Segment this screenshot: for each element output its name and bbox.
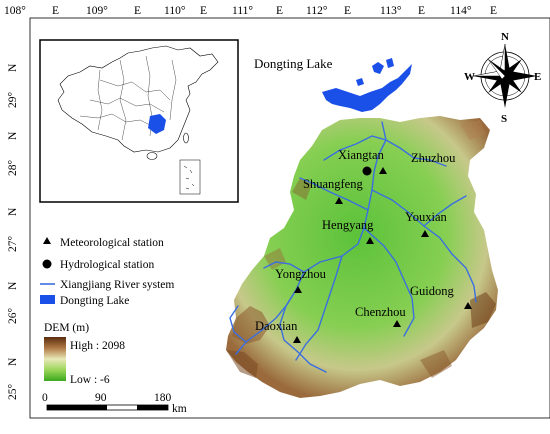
longitude-ticks: 108° E 109° E 110° E 111° E 112° E 113° … xyxy=(4,5,497,17)
legend-meteorological-label: Meteorological station xyxy=(60,237,164,249)
station-daoxian-label: Daoxian xyxy=(255,319,298,333)
legend-meteorological: Meteorological station xyxy=(43,237,164,249)
lat-tick-29-dir: N xyxy=(7,63,19,72)
dem-low-label: Low : -6 xyxy=(70,374,110,386)
lon-tick-110: 110° E xyxy=(164,5,207,17)
dongting-lake-shape xyxy=(322,64,412,112)
lon-tick-114-deg: 114° xyxy=(450,5,472,17)
legend-lake-label: Dongting Lake xyxy=(60,295,129,307)
lon-tick-112-dir: E xyxy=(344,5,351,17)
station-chenzhou-marker xyxy=(393,320,401,327)
lat-tick-27-deg: 27° xyxy=(7,236,19,253)
scale-label-0: 0 xyxy=(42,392,48,404)
lon-tick-111-deg: 111° xyxy=(232,5,253,17)
legend-circle-icon xyxy=(42,259,52,269)
latitude-ticks: 29° N 28° N 27° N 26° N 25° N xyxy=(7,63,19,400)
legend-river-label: Xiangjiang River system xyxy=(60,279,174,291)
station-yongzhou-marker xyxy=(294,286,302,293)
legend-hydrological-label: Hydrological station xyxy=(60,259,154,271)
lat-tick-25-dir: N xyxy=(7,357,19,366)
hunan-highlight xyxy=(148,114,166,134)
lon-tick-113-dir: E xyxy=(418,5,425,17)
station-xiangtan-label: Xiangtan xyxy=(338,148,385,162)
lon-tick-111-dir: E xyxy=(276,5,283,17)
compass-rose: N S E W xyxy=(464,31,541,125)
lat-tick-26-deg: 26° xyxy=(7,308,19,325)
dem-title: DEM (m) xyxy=(44,322,89,334)
lat-tick-29-deg: 29° xyxy=(7,92,19,109)
lon-tick-111: 111° E xyxy=(232,5,283,17)
legend-river: Xiangjiang River system xyxy=(40,279,174,291)
station-youxian-label: Youxian xyxy=(405,210,448,224)
scale-label-180: 180 xyxy=(154,392,172,404)
hainan-island xyxy=(146,152,158,160)
lat-tick-28-dir: N xyxy=(7,131,19,140)
compass-e: E xyxy=(534,71,541,83)
station-daoxian-marker xyxy=(293,336,301,343)
station-hengyang-marker xyxy=(366,237,374,244)
station-hengyang-label: Hengyang xyxy=(322,218,374,232)
station-shuangfeng-marker xyxy=(335,197,343,204)
legend-lake-swatch xyxy=(40,295,55,304)
dongting-lake-label: Dongting Lake xyxy=(254,56,333,71)
scale-label-90: 90 xyxy=(95,392,107,404)
lon-tick-110-dir: E xyxy=(200,5,207,17)
legend-lake: Dongting Lake xyxy=(40,295,129,307)
lon-tick-110-deg: 110° xyxy=(164,5,186,17)
river-system xyxy=(229,121,477,373)
scale-bar: 0 90 180 km xyxy=(42,392,187,415)
legend-triangle-icon xyxy=(43,237,51,244)
dem-high-label: High : 2098 xyxy=(70,340,125,352)
station-chenzhou-label: Chenzhou xyxy=(355,305,406,319)
map-frame xyxy=(29,17,550,419)
china-inset xyxy=(39,39,239,203)
lon-tick-113: 113° E xyxy=(380,5,425,17)
station-xiangtan-marker xyxy=(362,166,372,176)
compass-n: N xyxy=(501,31,509,43)
station-youxian-marker xyxy=(421,230,429,237)
station-yongzhou-label: Yongzhou xyxy=(275,267,327,281)
station-guidong-label: Guidong xyxy=(410,284,455,298)
station-guidong-marker xyxy=(464,302,472,309)
lon-tick-112: 112° E xyxy=(306,5,351,17)
stations: Zhuzhou Shuangfeng Hengyang Youxian Yong… xyxy=(255,148,472,343)
station-zhuzhou-label: Zhuzhou xyxy=(411,151,456,165)
lon-tick-108: 108° E xyxy=(4,5,59,17)
taiwan-island xyxy=(183,132,189,144)
dem-color-ramp xyxy=(44,337,66,381)
lon-tick-114-dir: E xyxy=(490,5,497,17)
lon-tick-109-dir: E xyxy=(134,5,141,17)
lat-tick-25-deg: 25° xyxy=(7,384,19,401)
legend: Meteorological station Hydrological stat… xyxy=(40,237,174,386)
lat-tick-28-deg: 28° xyxy=(7,160,19,177)
lon-tick-109: 109° E xyxy=(86,5,141,17)
lon-tick-113-deg: 113° xyxy=(380,5,402,17)
lat-tick-27-dir: N xyxy=(7,207,19,216)
lon-tick-112-deg: 112° xyxy=(306,5,328,17)
lat-tick-26-dir: N xyxy=(7,281,19,290)
lon-tick-108-deg: 108° xyxy=(4,5,26,17)
xiangjiang-basin xyxy=(226,116,498,398)
lon-tick-108-dir: E xyxy=(52,5,59,17)
compass-s: S xyxy=(501,113,507,125)
legend-hydrological: Hydrological station xyxy=(42,259,154,271)
china-outline xyxy=(57,45,219,153)
lon-tick-114: 114° E xyxy=(450,5,497,17)
basin-shape xyxy=(226,116,498,398)
lon-tick-109-deg: 109° xyxy=(86,5,108,17)
station-shuangfeng-label: Shuangfeng xyxy=(303,177,363,191)
scale-unit: km xyxy=(172,403,187,415)
station-zhuzhou-marker xyxy=(379,167,387,174)
dongting-lake: Dongting Lake xyxy=(254,56,412,112)
compass-w: W xyxy=(464,71,475,83)
